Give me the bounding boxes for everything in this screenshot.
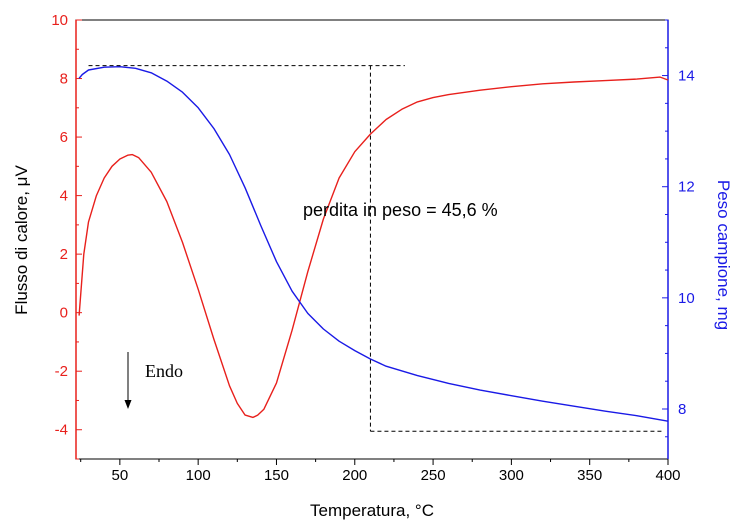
x-tick-label: 350 bbox=[577, 467, 602, 484]
mass-loss-annotation: perdita in peso = 45,6 % bbox=[303, 200, 498, 220]
left-tick-label: 2 bbox=[60, 246, 68, 263]
left-tick-label: -4 bbox=[55, 422, 68, 439]
x-tick-label: 100 bbox=[186, 467, 211, 484]
left-tick-label: 6 bbox=[60, 129, 68, 146]
right-tick-label: 14 bbox=[678, 68, 695, 85]
sample-mass-series-line bbox=[78, 65, 669, 422]
left-y-axis: -4 -2 0 2 4 6 8 10 bbox=[51, 12, 82, 460]
left-axis-title: Flusso di calore, μV bbox=[12, 165, 31, 315]
x-axis: 50 100 150 200 250 300 350 400 bbox=[80, 459, 681, 484]
x-axis-title: Temperatura, °C bbox=[310, 501, 434, 520]
left-tick-label: -2 bbox=[55, 363, 68, 380]
x-tick-label: 200 bbox=[342, 467, 367, 484]
endo-label: Endo bbox=[145, 361, 183, 381]
annotation-layer: perdita in peso = 45,6 % Endo bbox=[88, 65, 664, 432]
right-y-axis: 8 10 12 14 bbox=[662, 19, 695, 459]
x-tick-label: 400 bbox=[655, 467, 680, 484]
right-tick-label: 12 bbox=[678, 179, 695, 196]
left-tick-label: 8 bbox=[60, 71, 68, 88]
x-tick-label: 250 bbox=[421, 467, 446, 484]
right-tick-label: 10 bbox=[678, 290, 695, 307]
left-tick-label: 0 bbox=[60, 305, 68, 322]
endo-arrow-head-icon bbox=[124, 400, 132, 409]
x-tick-label: 300 bbox=[499, 467, 524, 484]
right-tick-label: 8 bbox=[678, 401, 686, 418]
left-tick-label: 10 bbox=[51, 12, 68, 29]
right-axis-title: Peso campione, mg bbox=[714, 180, 733, 330]
plot-frame bbox=[75, 19, 669, 460]
heat-flow-series-line bbox=[78, 76, 669, 419]
x-tick-label: 150 bbox=[264, 467, 289, 484]
series-layer bbox=[78, 65, 669, 422]
x-tick-label: 50 bbox=[112, 467, 129, 484]
left-tick-label: 4 bbox=[60, 188, 68, 205]
